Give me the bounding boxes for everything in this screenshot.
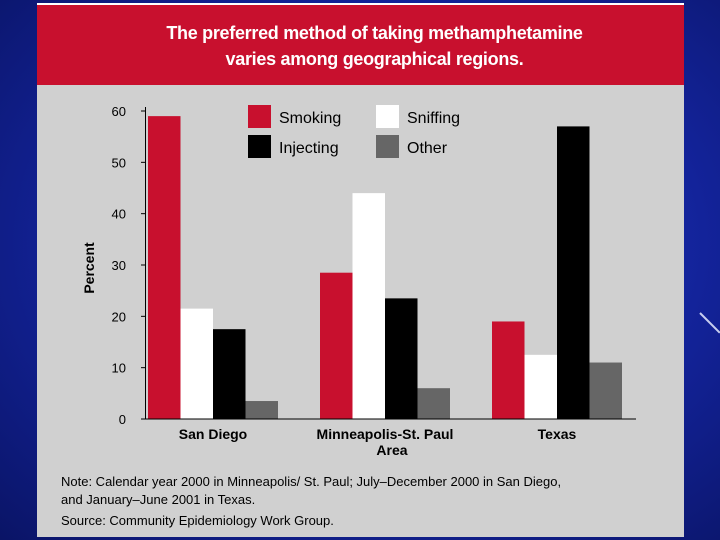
legend-swatch-smoking: [248, 105, 271, 128]
legend-label-smoking: Smoking: [279, 110, 341, 127]
legend: Smoking Sniffing Injecting Other: [248, 105, 460, 158]
bar-chart: 0 10 20 30 40 50 60 San Diego Minneapolis-St. P…: [81, 104, 636, 458]
note-line-1: Note: Calendar year 2000 in Minneapolis/…: [61, 474, 562, 489]
y-tick-label: 20: [112, 309, 126, 324]
bar-injecting-san-diego: [213, 329, 246, 419]
chart-title-line-1: The preferred method of taking methamphe…: [166, 23, 583, 43]
x-category-label: Texas: [538, 426, 577, 442]
y-tick-label: 10: [112, 361, 126, 376]
bar-sniffing-san-diego: [180, 308, 213, 419]
x-category-label: Minneapolis-St. Paul: [317, 426, 454, 442]
y-axis: 0 10 20 30 40 50 60: [112, 104, 146, 427]
bar-other-san-diego: [245, 401, 278, 419]
bar-smoking-san-diego: [148, 116, 181, 419]
bar-sniffing-texas: [524, 354, 557, 419]
y-tick-label: 40: [112, 207, 126, 222]
background-streak: [699, 312, 720, 334]
y-axis-label: Percent: [81, 242, 97, 294]
bar-smoking-minneapolis-st-paul: [320, 272, 353, 419]
x-category-label: San Diego: [179, 426, 247, 442]
y-tick-label: 0: [119, 412, 126, 427]
bar-injecting-minneapolis-st-paul: [385, 298, 418, 419]
source-note: Source: Community Epidemiology Work Grou…: [61, 513, 334, 528]
legend-swatch-other: [376, 135, 399, 158]
bar-smoking-texas: [492, 321, 525, 419]
legend-label-injecting: Injecting: [279, 140, 339, 157]
y-tick-label: 60: [112, 104, 126, 119]
bar-other-texas: [589, 362, 622, 419]
legend-label-other: Other: [407, 140, 448, 157]
legend-swatch-sniffing: [376, 105, 399, 128]
x-axis: San Diego Minneapolis-St. Paul Texas: [146, 418, 636, 442]
bar-injecting-texas: [557, 126, 590, 420]
legend-swatch-injecting: [248, 135, 271, 158]
slide-panel: The preferred method of taking methamphe…: [37, 3, 684, 537]
note-line-2: and January–June 2001 in Texas.: [61, 492, 256, 507]
y-tick-label: 30: [112, 258, 126, 273]
y-tick-label: 50: [112, 155, 126, 170]
x-axis-label: Area: [376, 442, 407, 458]
bar-other-minneapolis-st-paul: [417, 388, 450, 419]
bar-series: [148, 116, 622, 420]
title-band-edge: [37, 3, 684, 5]
legend-label-sniffing: Sniffing: [407, 110, 460, 127]
bar-sniffing-minneapolis-st-paul: [352, 193, 385, 419]
title-band: The preferred method of taking methamphe…: [37, 3, 684, 85]
chart-title-line-2: varies among geographical regions.: [225, 49, 524, 69]
